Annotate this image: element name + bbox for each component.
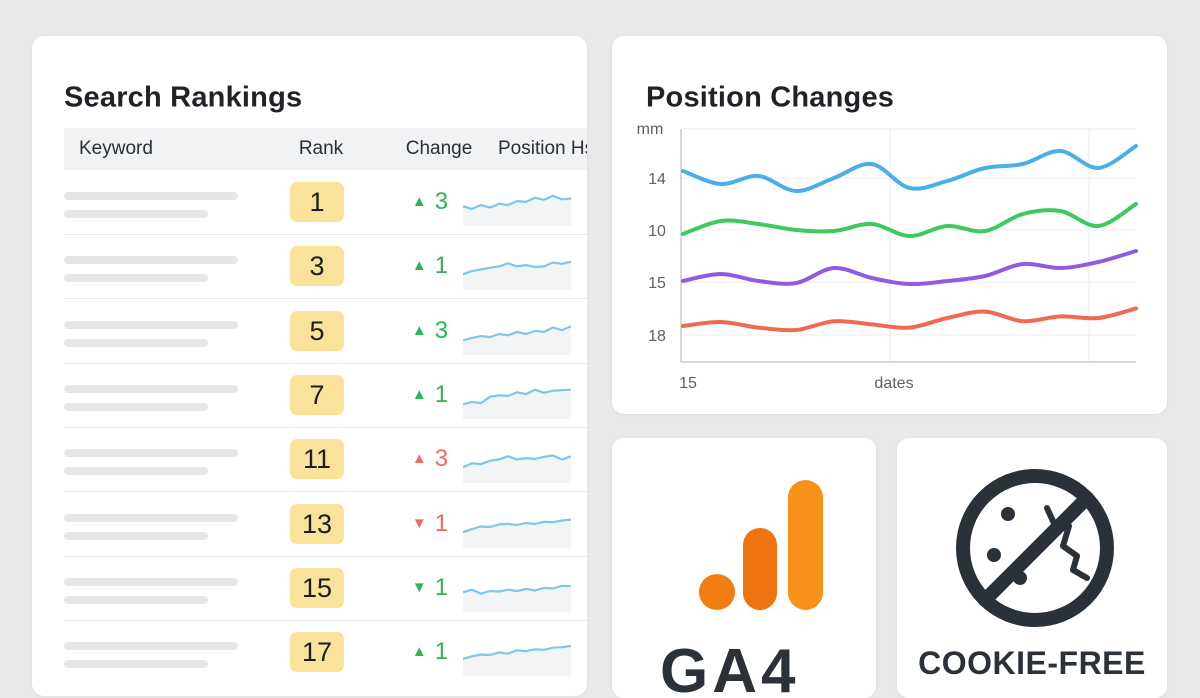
column-header-position-history[interactable]: Position Hsc xyxy=(498,138,587,159)
position-history-sparkline xyxy=(463,260,571,291)
rank-badge: 15 xyxy=(290,567,344,608)
sparkline-line xyxy=(463,324,571,342)
rank-badge: 3 xyxy=(290,246,344,287)
position-changes-chart: mm 14 10 15 18 15 dates xyxy=(637,121,1138,392)
sparkline-area xyxy=(463,389,571,419)
table-row[interactable]: 5 ▲ 3 xyxy=(64,299,587,364)
rank-change: ▲ 3 xyxy=(390,439,470,479)
sparkline-area xyxy=(463,645,571,677)
rank-change-value: 1 xyxy=(434,573,449,601)
rank-change-value: 3 xyxy=(434,445,449,473)
table-row[interactable]: 17 ▲ 1 xyxy=(64,620,587,684)
series-line-3 xyxy=(681,306,1138,333)
rank-change: ▲ 3 xyxy=(390,182,470,222)
search-rankings-title: Search Rankings xyxy=(64,81,303,114)
y-tick-label: 10 xyxy=(648,223,666,240)
sparkline-line xyxy=(463,584,571,595)
rank-badge: 13 xyxy=(290,503,344,544)
arrow-up-icon: ▲ xyxy=(411,450,427,468)
y-axis-label: mm xyxy=(637,121,664,138)
position-changes-title: Position Changes xyxy=(646,81,895,114)
table-row[interactable]: 13 ▼ 1 xyxy=(64,492,587,557)
rank-badge: 5 xyxy=(290,310,344,351)
no-cookie-icon xyxy=(956,469,1114,627)
arrow-up-icon: ▲ xyxy=(411,321,427,339)
rank-badge: 17 xyxy=(290,632,344,673)
position-history-sparkline xyxy=(463,584,571,612)
x-axis-label: dates xyxy=(874,375,913,392)
rank-change: ▲ 1 xyxy=(390,375,470,415)
position-history-sparkline xyxy=(463,388,571,419)
rank-change-value: 1 xyxy=(434,252,449,280)
rank-change: ▲ 1 xyxy=(390,246,470,286)
position-history-sparkline xyxy=(463,518,571,548)
sparkline-line xyxy=(463,260,571,276)
position-changes-card: Position Changes mm 14 10 15 18 15 dates xyxy=(612,36,1167,414)
arrow-up-icon: ▲ xyxy=(411,643,427,661)
rank-badge: 1 xyxy=(290,182,344,222)
table-row[interactable]: 15 ▼ 1 xyxy=(64,556,587,621)
sparkline-area xyxy=(463,325,571,355)
sparkline-line xyxy=(463,194,571,210)
rank-change-value: 1 xyxy=(434,380,449,408)
series-line-2 xyxy=(681,249,1138,287)
arrow-up-icon: ▲ xyxy=(411,257,427,275)
rank-badge: 11 xyxy=(290,439,344,480)
sparkline-area xyxy=(463,519,571,548)
ga4-label: GA4 xyxy=(660,637,800,698)
cookie-free-label: COOKIE-FREE xyxy=(918,645,1146,681)
position-history-sparkline xyxy=(463,324,571,355)
position-history-sparkline xyxy=(463,194,571,226)
rank-change-value: 1 xyxy=(434,638,449,666)
series-line-0 xyxy=(681,144,1138,194)
x-tick-label: 15 xyxy=(679,375,697,392)
rank-change: ▲ 3 xyxy=(390,311,470,351)
table-row[interactable]: 3 ▲ 1 xyxy=(64,234,587,300)
position-history-sparkline xyxy=(463,644,571,677)
rank-badge: 7 xyxy=(290,374,344,415)
sparkline-line xyxy=(463,644,571,661)
search-rankings-card: Search Rankings Keyword Rank Change Posi… xyxy=(32,36,587,696)
rank-change: ▲ 1 xyxy=(390,632,470,672)
rank-change: ▼ 1 xyxy=(390,568,470,608)
sparkline-line xyxy=(463,454,571,469)
ga4-card[interactable]: GA4 xyxy=(612,438,876,698)
sparkline-line xyxy=(463,518,571,533)
column-header-keyword[interactable]: Keyword xyxy=(79,138,153,159)
sparkline-area xyxy=(463,585,571,612)
sparkline-area xyxy=(463,455,571,484)
rankings-table-header: Keyword Rank Change Position Hsc xyxy=(64,128,587,170)
table-row[interactable]: 7 ▲ 1 xyxy=(64,363,587,428)
rank-change-value: 3 xyxy=(434,316,449,344)
series-line-1 xyxy=(681,202,1138,239)
column-header-change[interactable]: Change xyxy=(405,138,473,159)
column-header-rank[interactable]: Rank xyxy=(298,138,344,159)
arrow-down-icon: ▼ xyxy=(411,578,427,596)
arrow-up-icon: ▲ xyxy=(411,385,427,403)
y-tick-label: 15 xyxy=(648,275,666,292)
rank-change-value: 3 xyxy=(434,188,449,215)
table-row[interactable]: 1 ▲ 3 xyxy=(64,170,587,235)
sparkline-line xyxy=(463,388,571,406)
arrow-down-icon: ▼ xyxy=(411,514,427,532)
sparkline-area xyxy=(463,195,571,226)
rank-change: ▼ 1 xyxy=(390,504,470,544)
position-history-sparkline xyxy=(463,454,571,484)
cookie-free-card[interactable]: COOKIE-FREE xyxy=(897,438,1167,698)
y-tick-label: 18 xyxy=(648,328,666,345)
y-tick-label: 14 xyxy=(648,171,666,188)
arrow-up-icon: ▲ xyxy=(411,193,427,210)
table-row[interactable]: 11 ▲ 3 xyxy=(64,427,587,493)
rank-change-value: 1 xyxy=(434,509,449,537)
